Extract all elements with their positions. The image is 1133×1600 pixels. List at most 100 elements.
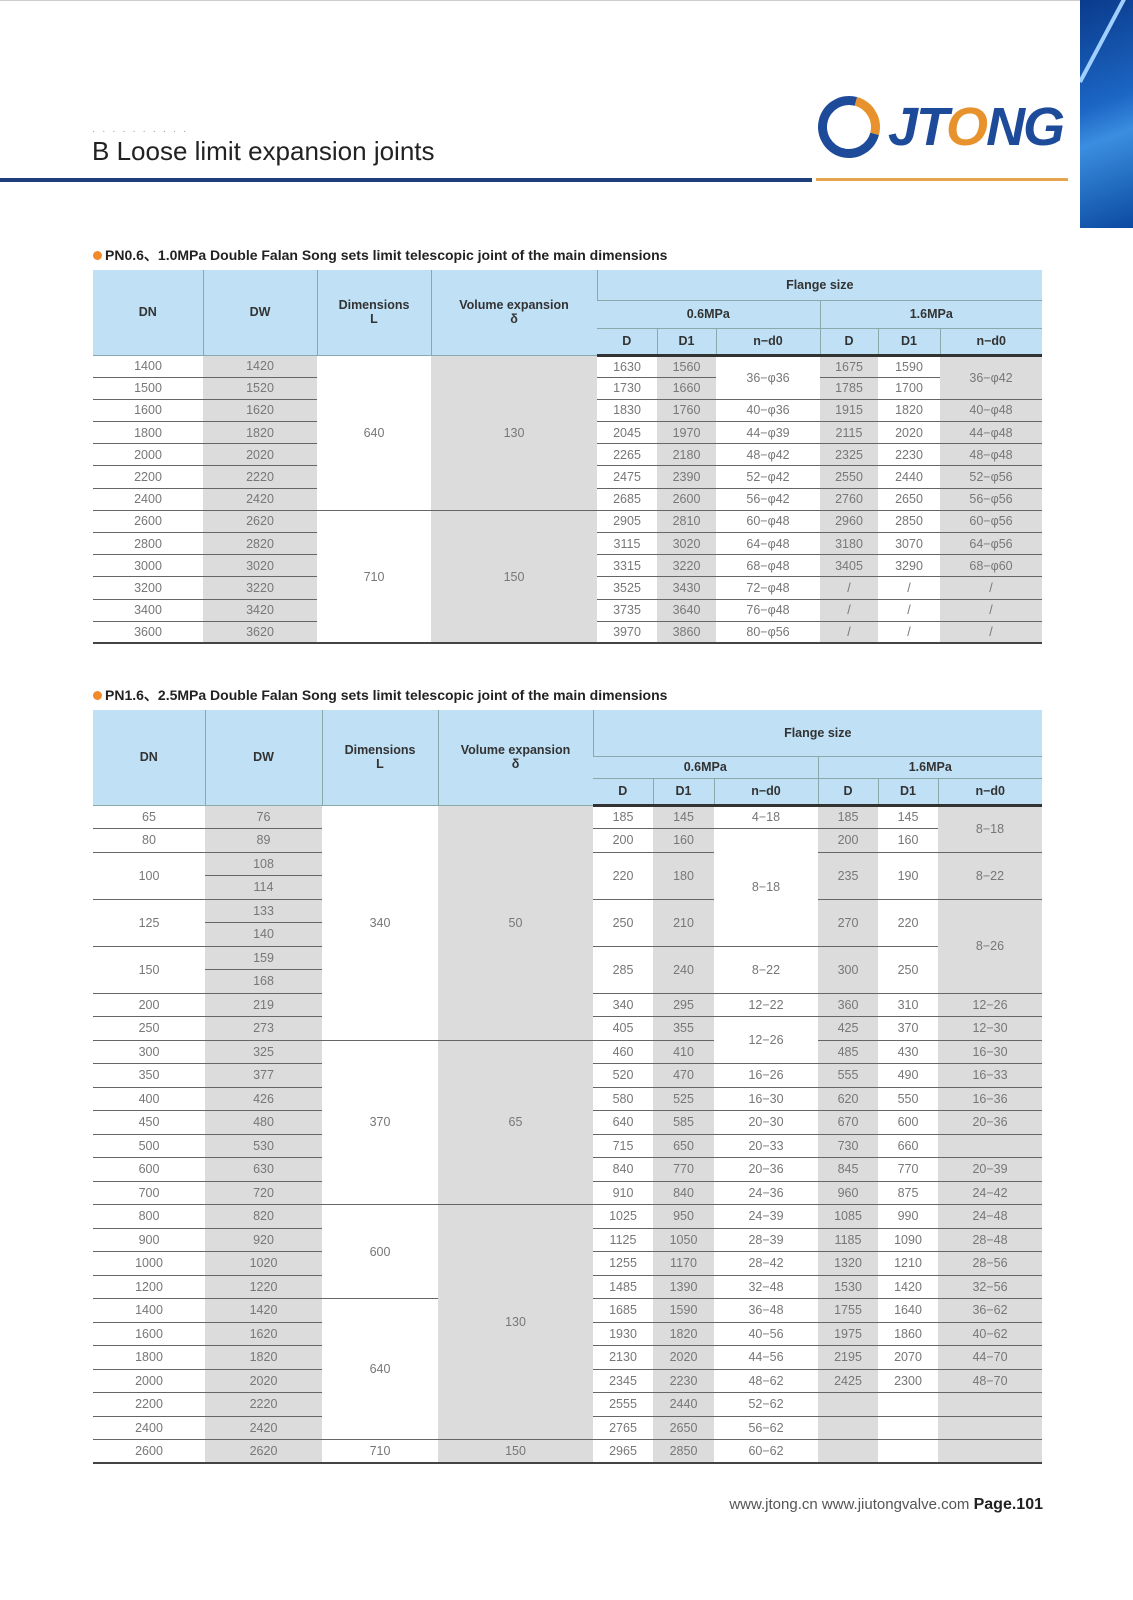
- table-cell: [818, 1392, 878, 1417]
- table-cell: 670: [818, 1110, 878, 1135]
- table-cell: 630: [205, 1157, 322, 1182]
- table-cell: 145: [878, 805, 938, 829]
- table-cell: 950: [653, 1204, 714, 1229]
- table-cell: 405: [593, 1016, 653, 1041]
- header-dw: DW: [202, 270, 317, 356]
- table-cell: 2300: [878, 1369, 938, 1393]
- table-row: 3400 3420 3735 3640 76−φ48// /: [93, 599, 1043, 622]
- table-cell: 600: [93, 1157, 205, 1182]
- table-cell: 1420: [878, 1275, 938, 1299]
- table-cell: 1085: [818, 1204, 878, 1229]
- table-cell: [938, 1416, 1043, 1440]
- table-cell: 250: [878, 946, 938, 994]
- table-cell: 150: [438, 1439, 593, 1464]
- table-cell: 3640: [657, 599, 716, 622]
- table-cell: 360: [818, 993, 878, 1017]
- table-row: 900 920 1125 1050 28−39 1185 1090 28−48: [93, 1228, 1043, 1252]
- table-cell: 3860: [657, 621, 716, 645]
- table-row: 1600 1620 1930 1820 40−56 1975 1860 40−62: [93, 1322, 1043, 1346]
- table-cell: 2130: [593, 1345, 653, 1370]
- table-cell: 430: [878, 1040, 938, 1064]
- header-06mpa-label: 0.6MPa: [686, 307, 730, 321]
- table-cell: 1630: [597, 355, 657, 378]
- table-cell: 1800: [93, 1345, 205, 1370]
- header-dimensions: Dimensions L: [321, 710, 438, 806]
- table-cell: 1830: [597, 399, 657, 423]
- header-dimensions: Dimensions L: [316, 270, 431, 356]
- table-cell: 1000: [93, 1251, 205, 1276]
- table-cell: 640: [317, 355, 431, 511]
- table-cell: 520: [593, 1063, 653, 1088]
- header-flange-size-label: Flange size: [784, 725, 852, 740]
- table-cell: 44−70: [938, 1345, 1043, 1370]
- table-cell: 2020: [653, 1345, 714, 1370]
- header-flange-size: Flange size: [596, 270, 1043, 301]
- table-cell: 340: [593, 993, 653, 1017]
- table-cell: 80: [93, 828, 205, 853]
- table-cell: 1660: [657, 377, 716, 400]
- table-cell: [938, 1439, 1043, 1464]
- table-cell: /: [820, 621, 878, 645]
- table-cell: 3220: [203, 576, 317, 600]
- table-cell: 40−56: [714, 1322, 818, 1346]
- table-cell: 89: [205, 828, 322, 853]
- header-d1-06-label: D1: [678, 334, 695, 348]
- table-cell: 710: [322, 1439, 438, 1464]
- table-row: 65 76 340 50 185 145 4−18 185 145 8−18: [93, 805, 1043, 1041]
- table-cell: 1170: [653, 1251, 714, 1276]
- table-cell: 133: [205, 899, 322, 923]
- table-cell: 20−30: [714, 1110, 818, 1135]
- table-cell: 3420: [203, 599, 317, 622]
- table-cell: 370: [322, 1040, 438, 1205]
- table-cell: 2760: [820, 488, 878, 511]
- header-nd0-16: n−d0: [939, 328, 1043, 357]
- table-cell: 285: [593, 946, 653, 994]
- table-cell: 1970: [657, 421, 716, 445]
- header-06mpa: 0.6MPa: [593, 756, 818, 779]
- table-cell: 2325: [820, 443, 878, 467]
- header-volume-expansion-label: Volume expansion: [460, 743, 571, 758]
- header-dw-label: DW: [253, 750, 274, 765]
- table-cell: 130: [431, 355, 597, 511]
- table-row: 300 325 370 65 460 410 485 430 16−30: [93, 1040, 1043, 1205]
- table-cell: 2965: [593, 1439, 653, 1464]
- table-row: 114: [93, 875, 1042, 900]
- table-row: 450 480 640 585 20−30 670 600 20−36: [93, 1110, 1043, 1135]
- header-d1-16-label: D1: [900, 784, 916, 798]
- table-cell: 185: [593, 805, 653, 829]
- jtong-logo: JTONG: [806, 84, 1065, 170]
- table-cell: 555: [818, 1063, 878, 1088]
- table-cell: 2820: [203, 532, 317, 556]
- table-cell: 1760: [657, 399, 716, 423]
- table-cell: 2070: [878, 1345, 938, 1370]
- table-cell: 1590: [653, 1298, 714, 1323]
- table-cell: 1975: [818, 1322, 878, 1346]
- table-cell: 550: [878, 1087, 938, 1111]
- table-cell: 820: [205, 1204, 322, 1229]
- table-cell: 1640: [878, 1298, 938, 1323]
- table-cell: 235: [818, 852, 878, 900]
- table-cell: 425: [818, 1016, 878, 1041]
- table-cell: 64−φ56: [940, 532, 1043, 556]
- table-cell: 1620: [205, 1322, 322, 1346]
- table-cell: 2180: [657, 443, 716, 467]
- table-cell: 920: [205, 1228, 322, 1252]
- table-cell: 1600: [93, 1322, 205, 1346]
- header-nd0-06: n−d0: [713, 778, 818, 807]
- table-cell: 770: [878, 1157, 938, 1182]
- table-cell: [818, 1439, 878, 1464]
- table-cell: 2420: [205, 1416, 322, 1440]
- table-row: 250 273 405 355 12−26 425 370 12−30: [93, 1016, 1043, 1064]
- table-cell: [938, 1392, 1043, 1417]
- table-cell: 24−48: [938, 1204, 1043, 1229]
- table-cell: 2265: [597, 443, 657, 467]
- table-cell: 250: [593, 899, 653, 947]
- table-cell: 2475: [597, 465, 657, 489]
- table-cell: 150: [431, 510, 597, 645]
- header-d-06: D: [593, 778, 653, 807]
- header-dw: DW: [204, 710, 322, 806]
- table-cell: 20−36: [714, 1157, 818, 1182]
- table-cell: 60−φ56: [940, 510, 1043, 534]
- table-cell: 600: [322, 1204, 438, 1299]
- table-row: 2400 2420 2765 2650 56−62: [93, 1416, 1043, 1440]
